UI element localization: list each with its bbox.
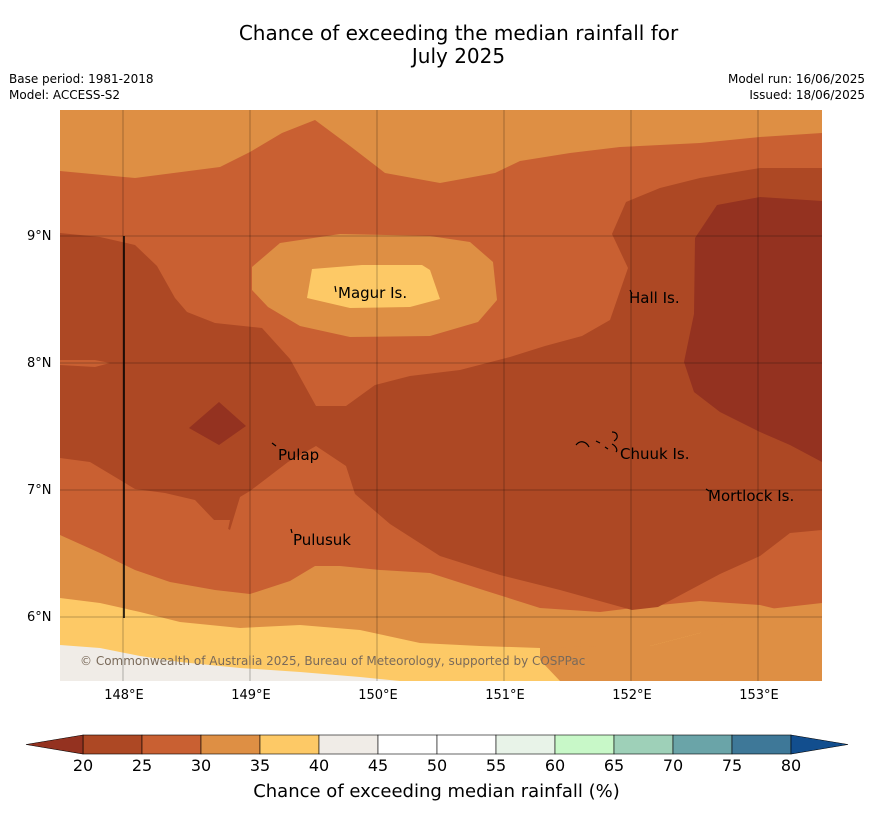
colorbar-tick-label: 60	[544, 756, 566, 775]
lat-label-9n: 9°N	[27, 229, 52, 244]
lon-label-150e: 150°E	[358, 688, 398, 703]
colorbar-tick-label: 35	[249, 756, 271, 775]
region-15-20-west	[189, 402, 246, 445]
place-magur: Magur Is.	[338, 284, 408, 302]
colorbar-cell	[318, 734, 379, 755]
place-hall: Hall Is.	[629, 289, 680, 307]
title-line-2: July 2025	[411, 44, 506, 68]
colorbar-cell	[200, 734, 261, 755]
colorbar-cell	[613, 734, 674, 755]
issued-date: Issued: 18/06/2025	[749, 88, 865, 102]
colorbar-over-arrow	[790, 734, 849, 755]
region-25-30-inlet	[60, 360, 110, 367]
region-30-35-south-band	[540, 603, 822, 681]
lat-label-7n: 7°N	[27, 483, 52, 498]
graticule	[60, 110, 822, 681]
lon-label-149e: 149°E	[231, 688, 271, 703]
copyright-credit: © Commonwealth of Australia 2025, Bureau…	[80, 654, 586, 668]
colorbar-tick-label: 50	[426, 756, 448, 775]
colorbar-cell	[731, 734, 792, 755]
colorbar-cell	[141, 734, 202, 755]
colorbar-under-arrow	[25, 734, 84, 755]
colorbar-tick-label: 75	[721, 756, 743, 775]
colorbar-tick-label: 25	[131, 756, 153, 775]
colorbar-tick-label: 65	[603, 756, 625, 775]
colorbar-cell	[82, 734, 143, 755]
lon-label-152e: 152°E	[612, 688, 652, 703]
region-25-30-south-tongue	[210, 520, 230, 558]
info-left: Base period: 1981-2018 Model: ACCESS-S2	[9, 71, 154, 103]
model-name: Model: ACCESS-S2	[9, 88, 121, 102]
colorbar-cell	[259, 734, 320, 755]
region-40-45	[60, 645, 400, 681]
lat-label-6n: 6°N	[27, 610, 52, 625]
lon-label-148e: 148°E	[104, 688, 144, 703]
colorbar-tick-label: 45	[367, 756, 389, 775]
colorbar-tick-label: 55	[485, 756, 507, 775]
region-20-25	[60, 168, 822, 610]
colorbar-cell	[672, 734, 733, 755]
colorbar-tick-label: 20	[72, 756, 94, 775]
map-title: Chance of exceeding the median rainfall …	[0, 22, 873, 68]
colorbar-tick-label: 30	[190, 756, 212, 775]
colorbar-cell	[377, 734, 438, 755]
lon-label-151e: 151°E	[485, 688, 525, 703]
colorbar-label: Chance of exceeding median rainfall (%)	[253, 781, 620, 802]
info-right: Model run: 16/06/2025 Issued: 18/06/2025	[728, 71, 865, 103]
colorbar-tick-label: 70	[662, 756, 684, 775]
island-markers	[271, 285, 710, 534]
colorbar-cell	[554, 734, 615, 755]
model-run-date: Model run: 16/06/2025	[727, 72, 865, 86]
colorbar-cell	[436, 734, 497, 755]
region-15-20-east	[684, 197, 822, 462]
place-pulusuk: Pulusuk	[293, 531, 351, 549]
place-mortlock: Mortlock Is.	[708, 487, 795, 505]
colorbar-cell	[495, 734, 556, 755]
colorbar-tick-label: 40	[308, 756, 330, 775]
colorbar-tick-label: 80	[780, 756, 802, 775]
lon-label-153e: 153°E	[739, 688, 779, 703]
region-35-40-core	[307, 265, 440, 308]
place-pulap: Pulap	[278, 446, 320, 464]
title-line-1: Chance of exceeding the median rainfall …	[238, 21, 679, 45]
lat-label-8n: 8°N	[27, 356, 52, 371]
base-period: Base period: 1981-2018	[9, 72, 154, 86]
place-chuuk: Chuuk Is.	[620, 445, 690, 463]
